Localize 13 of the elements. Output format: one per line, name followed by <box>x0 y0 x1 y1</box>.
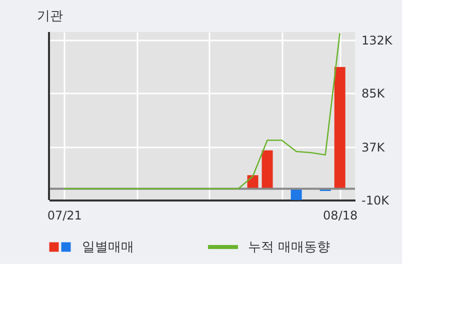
bar <box>262 150 273 189</box>
bar <box>334 66 346 189</box>
y-tick-label: 85K <box>362 86 386 100</box>
line-series <box>64 32 340 190</box>
legend-label: 누적 매매동향 <box>248 240 330 255</box>
x-tick-label: 08/18 <box>323 208 358 222</box>
y-tick-label: 132K <box>362 33 394 48</box>
chart-title: 기관 <box>36 9 63 24</box>
y-tick-label: -10K <box>362 194 390 208</box>
legend-label: 일별매매 <box>82 240 134 255</box>
bar <box>290 188 302 200</box>
y-tick-label: 37K <box>362 140 386 155</box>
x-tick-label: 07/21 <box>47 208 82 222</box>
